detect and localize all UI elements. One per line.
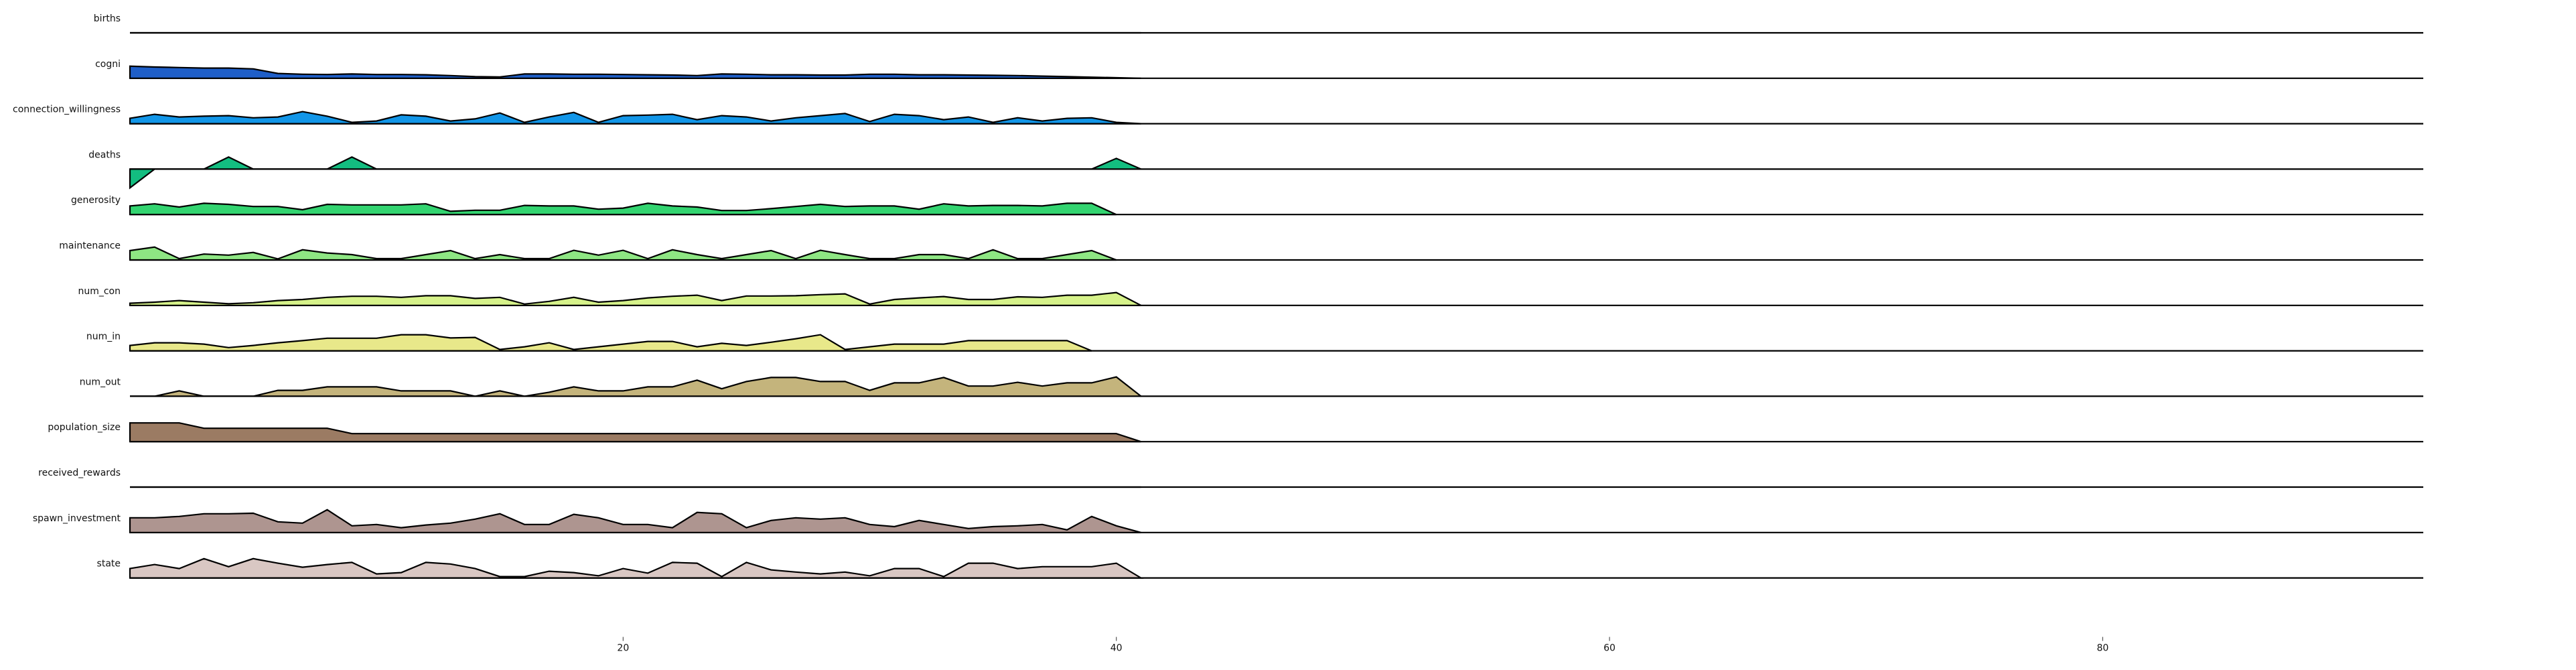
row-label-connection-willingness: connection_willingness bbox=[13, 105, 121, 115]
ridge-row-spawn-investment: spawn_investment bbox=[33, 509, 2423, 533]
ridge-row-maintenance: maintenance bbox=[59, 241, 2423, 261]
row-label-received-rewards: received_rewards bbox=[38, 468, 121, 478]
row-label-maintenance: maintenance bbox=[59, 241, 121, 251]
row-label-num-out: num_out bbox=[80, 377, 121, 387]
ridge-row-connection-willingness: connection_willingness bbox=[13, 105, 2423, 125]
ridge-row-births: births bbox=[94, 13, 2423, 34]
ridge-row-num-in: num_in bbox=[86, 332, 2423, 352]
x-tick-label: 20 bbox=[617, 643, 629, 654]
row-label-deaths: deaths bbox=[88, 149, 121, 160]
ridge-area-state bbox=[129, 557, 1144, 579]
ridge-row-received-rewards: received_rewards bbox=[38, 468, 2423, 488]
ridge-area-spawn-investment bbox=[129, 509, 1141, 533]
row-label-cogni: cogni bbox=[95, 59, 121, 70]
ridge-row-state: state bbox=[97, 557, 2423, 579]
ridge-row-deaths: deaths bbox=[88, 149, 2423, 190]
ridge-area-population-size bbox=[129, 422, 1141, 443]
ridge-area-num-in bbox=[129, 334, 1092, 352]
row-label-num-in: num_in bbox=[86, 332, 121, 342]
x-tick-label: 80 bbox=[2096, 643, 2108, 654]
row-label-population-size: population_size bbox=[48, 422, 121, 433]
ridge-row-num-con: num_con bbox=[78, 286, 2423, 306]
x-tick-label: 40 bbox=[1111, 643, 1123, 654]
ridge-area-cogni bbox=[129, 65, 1141, 79]
ridge-row-num-out: num_out bbox=[80, 376, 2423, 397]
ridge-area-generosity bbox=[129, 202, 1117, 216]
ridge-area-deaths bbox=[129, 156, 1141, 190]
row-label-state: state bbox=[97, 559, 121, 570]
ridge-row-generosity: generosity bbox=[71, 195, 2423, 216]
ridge-area-connection-willingness bbox=[129, 111, 1141, 125]
row-label-num-con: num_con bbox=[78, 286, 121, 297]
x-axis: 20 40 60 80 bbox=[617, 636, 2108, 654]
x-tick-label: 60 bbox=[1603, 643, 1616, 654]
ridge-row-population-size: population_size bbox=[48, 422, 2423, 443]
ridge-row-cogni: cogni bbox=[95, 59, 2423, 79]
ridge-area-num-out bbox=[130, 376, 1143, 397]
ridge-area-maintenance bbox=[129, 246, 1117, 261]
row-label-spawn-investment: spawn_investment bbox=[33, 513, 121, 524]
row-label-generosity: generosity bbox=[71, 195, 121, 206]
row-label-births: births bbox=[94, 13, 121, 24]
ridge-area-num-con bbox=[129, 291, 1142, 306]
